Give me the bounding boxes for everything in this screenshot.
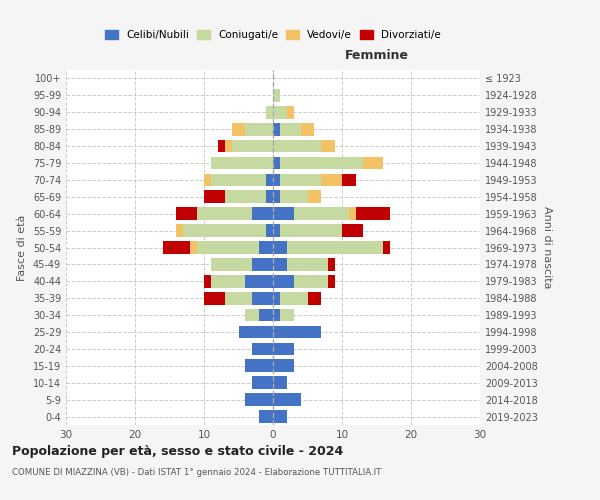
Bar xyxy=(383,241,390,254)
Bar xyxy=(211,156,273,170)
Bar xyxy=(204,190,224,203)
Bar xyxy=(197,208,253,220)
Bar xyxy=(204,292,224,304)
Bar xyxy=(280,123,301,136)
Bar xyxy=(239,326,273,338)
Bar xyxy=(163,241,190,254)
Bar xyxy=(245,394,273,406)
Bar xyxy=(245,123,273,136)
Bar xyxy=(322,174,342,186)
Bar xyxy=(253,376,273,389)
Bar xyxy=(349,208,356,220)
Bar xyxy=(266,106,273,118)
Bar xyxy=(266,224,273,237)
Bar xyxy=(259,241,273,254)
Bar xyxy=(224,140,232,152)
Bar xyxy=(273,89,280,102)
Bar xyxy=(259,309,273,322)
Bar xyxy=(273,342,294,355)
Bar xyxy=(184,224,266,237)
Bar xyxy=(287,241,383,254)
Bar xyxy=(280,156,362,170)
Y-axis label: Anni di nascita: Anni di nascita xyxy=(542,206,551,289)
Bar xyxy=(273,106,287,118)
Bar xyxy=(273,258,287,270)
Bar xyxy=(294,208,349,220)
Bar xyxy=(280,309,294,322)
Bar xyxy=(273,241,287,254)
Bar xyxy=(308,292,322,304)
Bar xyxy=(322,140,335,152)
Bar xyxy=(273,208,294,220)
Bar xyxy=(273,156,280,170)
Bar xyxy=(328,258,335,270)
Bar xyxy=(273,123,280,136)
Text: COMUNE DI MIAZZINA (VB) - Dati ISTAT 1° gennaio 2024 - Elaborazione TUTTITALIA.I: COMUNE DI MIAZZINA (VB) - Dati ISTAT 1° … xyxy=(12,468,382,477)
Bar xyxy=(273,275,294,287)
Bar xyxy=(280,190,308,203)
Bar xyxy=(273,360,294,372)
Bar xyxy=(259,410,273,423)
Bar xyxy=(211,258,253,270)
Bar xyxy=(362,156,383,170)
Bar xyxy=(287,106,294,118)
Bar xyxy=(294,275,328,287)
Bar xyxy=(273,292,280,304)
Y-axis label: Fasce di età: Fasce di età xyxy=(17,214,27,280)
Bar xyxy=(245,275,273,287)
Bar xyxy=(287,258,328,270)
Bar xyxy=(342,174,356,186)
Bar xyxy=(342,224,362,237)
Bar xyxy=(204,275,211,287)
Bar xyxy=(253,292,273,304)
Bar xyxy=(245,309,259,322)
Bar xyxy=(273,309,280,322)
Bar xyxy=(273,376,287,389)
Bar xyxy=(273,174,280,186)
Bar xyxy=(273,410,287,423)
Bar xyxy=(190,241,197,254)
Bar xyxy=(218,140,224,152)
Bar xyxy=(232,140,273,152)
Bar xyxy=(253,342,273,355)
Legend: Celibi/Nubili, Coniugati/e, Vedovi/e, Divorziati/e: Celibi/Nubili, Coniugati/e, Vedovi/e, Di… xyxy=(101,26,445,44)
Bar xyxy=(273,190,280,203)
Bar xyxy=(176,224,184,237)
Bar xyxy=(253,208,273,220)
Bar xyxy=(253,258,273,270)
Bar xyxy=(197,241,259,254)
Bar xyxy=(266,174,273,186)
Bar xyxy=(225,292,253,304)
Bar xyxy=(356,208,391,220)
Bar xyxy=(280,224,342,237)
Text: Femmine: Femmine xyxy=(344,50,409,62)
Bar xyxy=(280,292,308,304)
Bar xyxy=(211,275,245,287)
Bar xyxy=(280,174,322,186)
Bar xyxy=(204,174,211,186)
Bar xyxy=(273,326,322,338)
Bar xyxy=(211,174,266,186)
Text: Popolazione per età, sesso e stato civile - 2024: Popolazione per età, sesso e stato civil… xyxy=(12,445,343,458)
Bar xyxy=(273,394,301,406)
Bar xyxy=(176,208,197,220)
Bar xyxy=(308,190,322,203)
Bar xyxy=(245,360,273,372)
Bar xyxy=(266,190,273,203)
Bar xyxy=(232,123,245,136)
Bar xyxy=(301,123,314,136)
Bar xyxy=(273,224,280,237)
Bar xyxy=(328,275,335,287)
Bar xyxy=(273,140,322,152)
Bar xyxy=(225,190,266,203)
